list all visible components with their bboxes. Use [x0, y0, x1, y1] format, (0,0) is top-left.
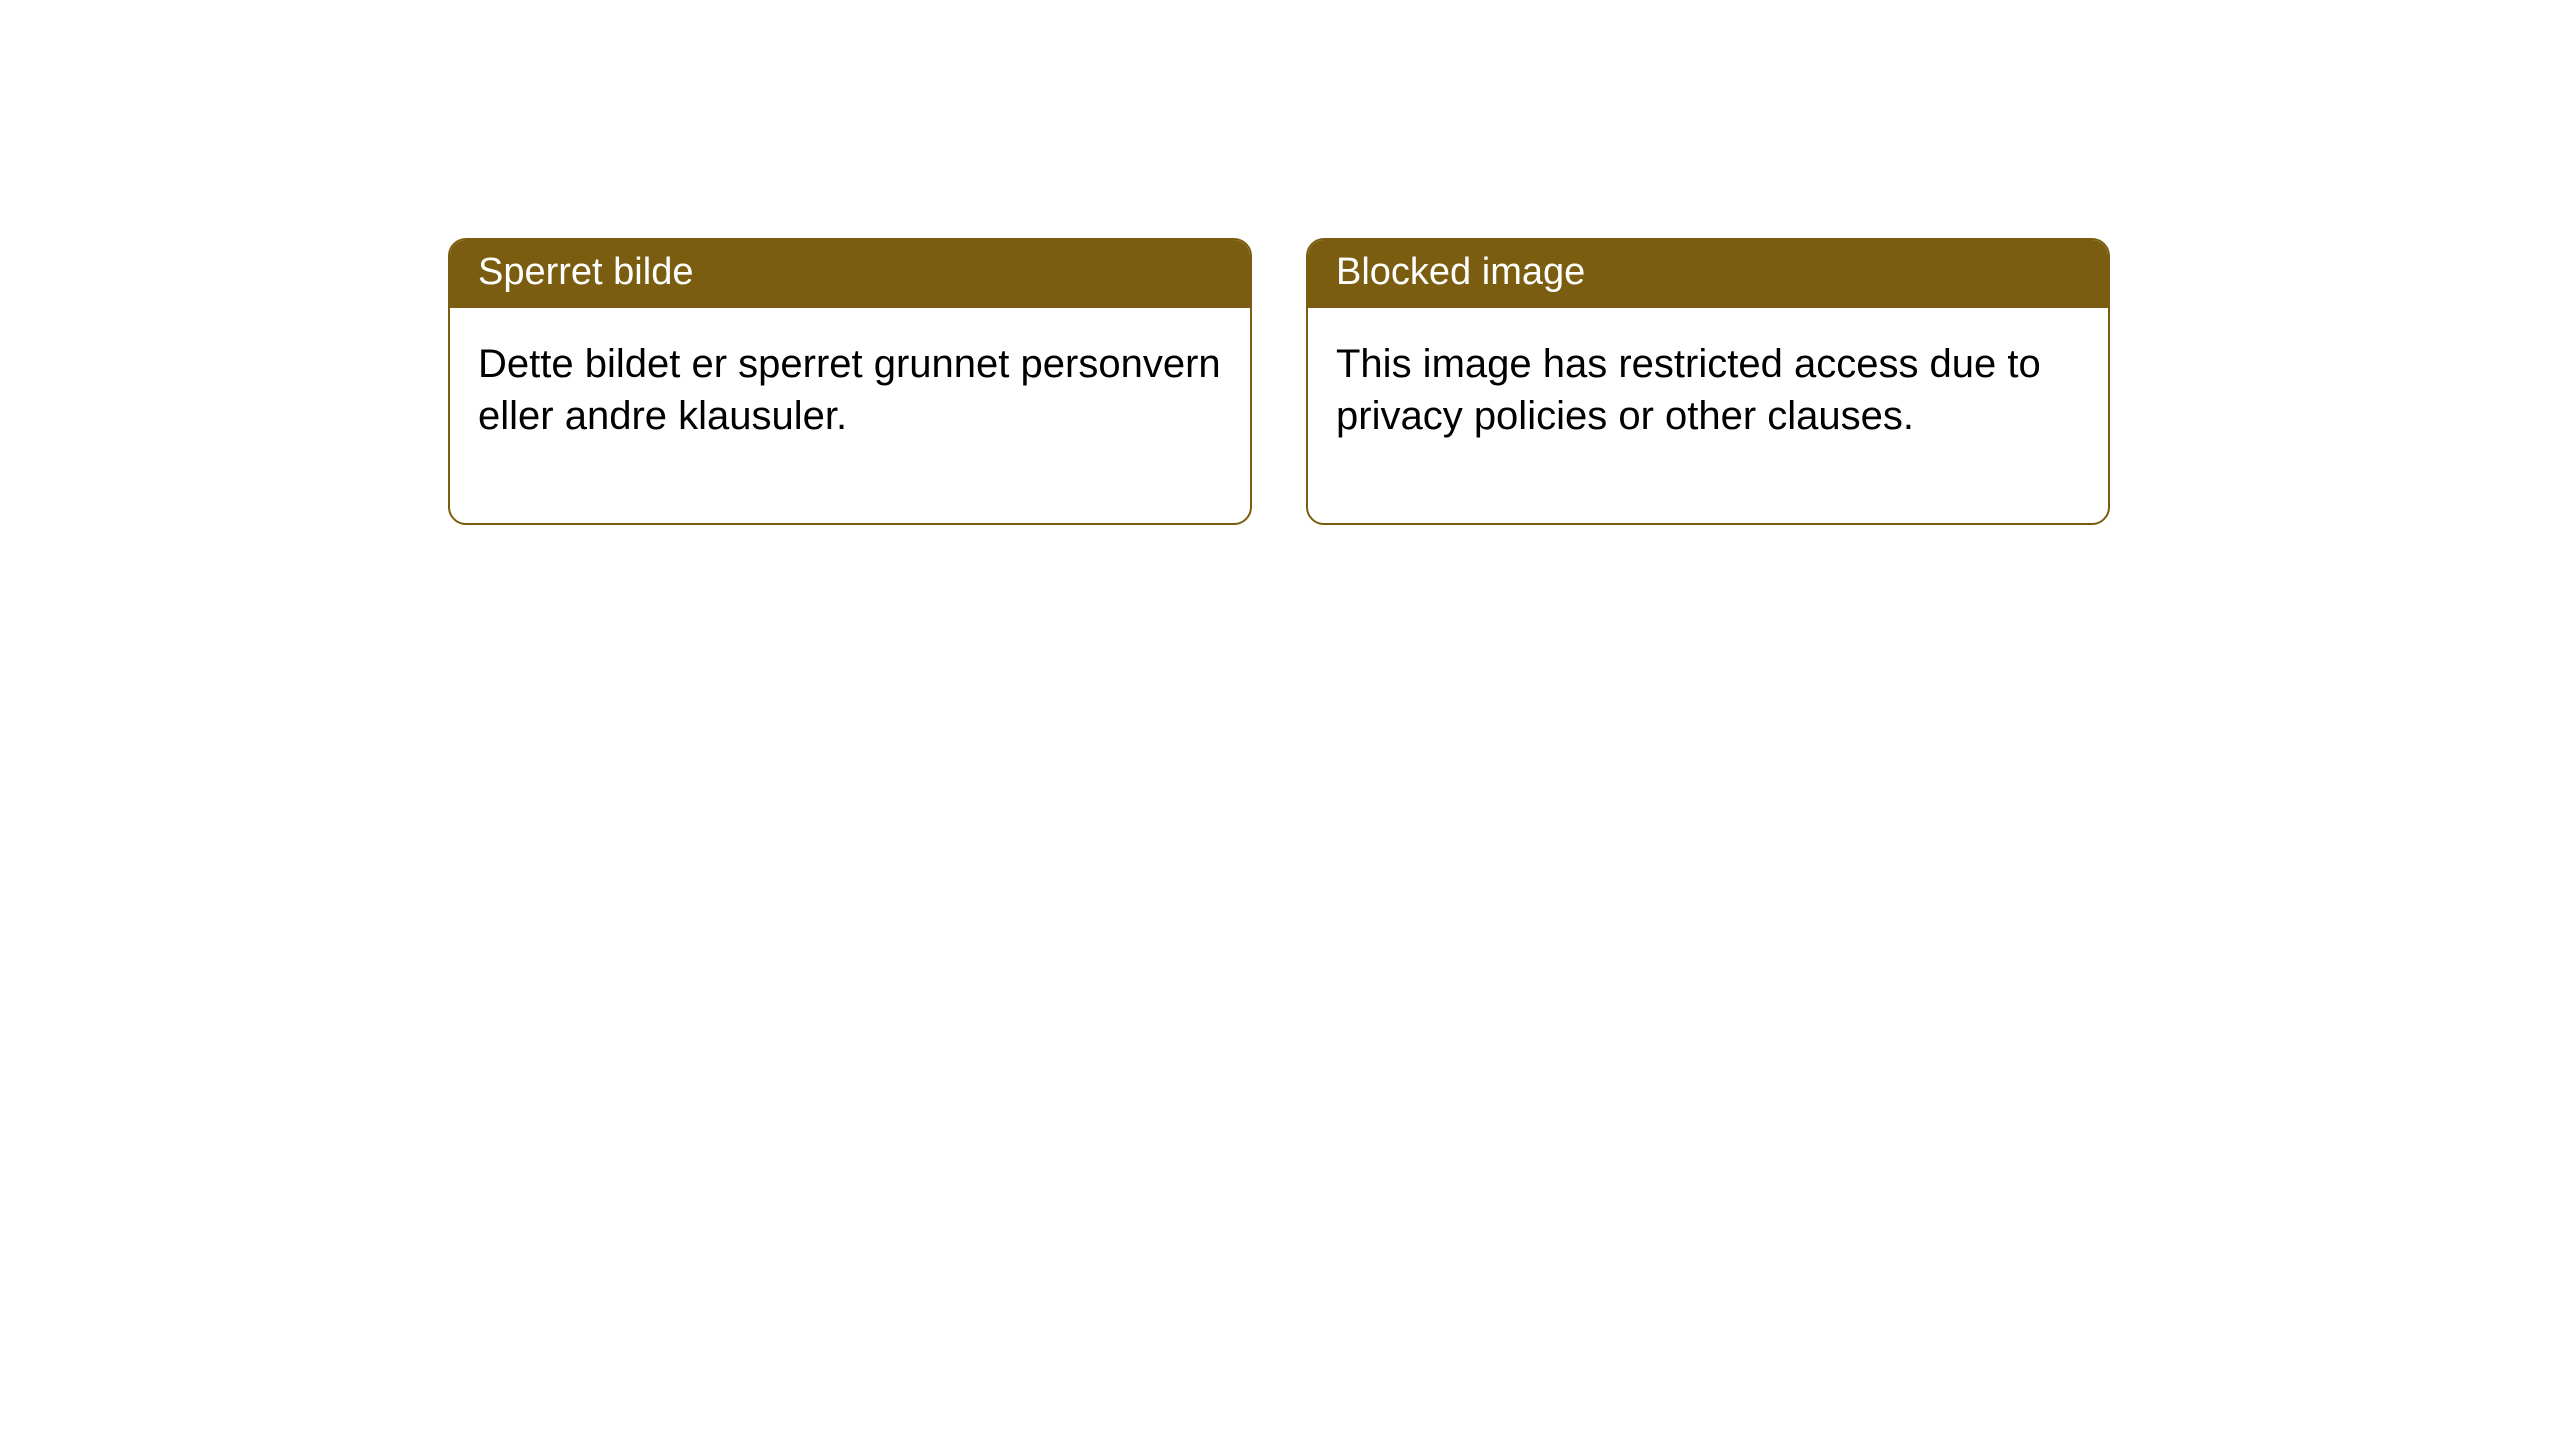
card-header: Blocked image — [1308, 240, 2108, 308]
card-body: This image has restricted access due to … — [1308, 308, 2108, 524]
blocked-image-card-no: Sperret bilde Dette bildet er sperret gr… — [448, 238, 1252, 525]
card-body: Dette bildet er sperret grunnet personve… — [450, 308, 1250, 524]
blocked-image-card-en: Blocked image This image has restricted … — [1306, 238, 2110, 525]
notice-container: Sperret bilde Dette bildet er sperret gr… — [448, 238, 2110, 525]
card-header: Sperret bilde — [450, 240, 1250, 308]
